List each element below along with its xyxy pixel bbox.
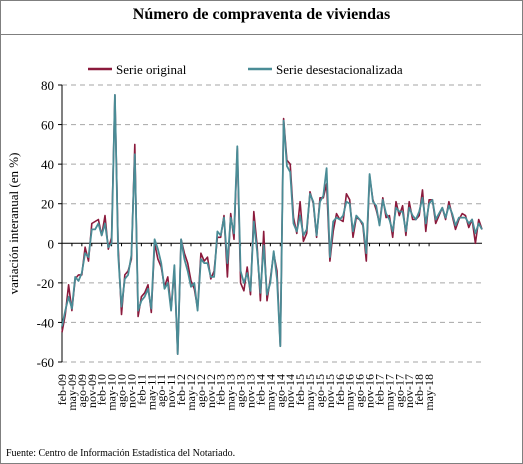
x-tick-label: nov-10	[124, 374, 138, 408]
y-tick-labels: -60 -40 -20 0 20 40 60 80	[37, 78, 62, 370]
x-tick-label: feb-10	[95, 374, 109, 405]
series-line-serie-original	[61, 94, 483, 355]
x-tick-label: ago-10	[115, 374, 129, 407]
x-tick-label: may-09	[65, 374, 79, 411]
x-tick-label: ago-13	[234, 374, 248, 407]
y-tick-label: 60	[41, 118, 54, 133]
x-tick-label: may-14	[263, 374, 277, 411]
x-tick-label: may-12	[184, 374, 198, 411]
x-tick-label: nov-15	[323, 374, 337, 408]
y-tick-label: 0	[48, 236, 55, 251]
y-tick-label: -40	[37, 315, 54, 330]
series-lines	[61, 94, 483, 356]
x-tick-label: feb-09	[55, 374, 69, 405]
series-line-serie-desestacionalizada	[61, 94, 483, 356]
x-tick-label: feb-16	[333, 374, 347, 405]
x-tick-label: feb-11	[134, 374, 148, 405]
x-tick-labels: feb-09may-09ago-09nov-09feb-10may-10ago-…	[55, 243, 436, 411]
x-tick-label: ago-15	[313, 374, 327, 407]
x-tick-label: may-17	[382, 374, 396, 411]
x-tick-label: feb-18	[412, 374, 426, 405]
x-tick-label: nov-16	[363, 374, 377, 408]
x-tick-label: may-16	[343, 374, 357, 411]
x-tick-label: may-18	[422, 374, 436, 411]
grid-lines	[62, 84, 482, 363]
y-tick-label: -60	[37, 355, 54, 370]
x-tick-label: nov-13	[244, 374, 258, 408]
y-tick-label: 20	[41, 197, 54, 212]
x-tick-label: nov-11	[164, 374, 178, 408]
x-tick-label: feb-12	[174, 374, 188, 405]
y-tick-label: 80	[41, 78, 54, 93]
x-tick-label: ago-17	[392, 374, 406, 407]
x-tick-label: ago-11	[154, 374, 168, 407]
legend: Serie original Serie desestacionalizada	[88, 62, 403, 77]
chart-title: Número de compraventa de viviendas	[132, 6, 391, 23]
x-tick-label: ago-16	[353, 374, 367, 407]
y-tick-label: 40	[41, 157, 54, 172]
x-tick-label: nov-12	[204, 374, 218, 408]
title-separator	[0, 34, 523, 35]
x-tick-label: may-11	[144, 374, 158, 410]
x-tick-label: may-15	[303, 374, 317, 411]
legend-label-serie-original: Serie original	[116, 62, 187, 77]
x-tick-label: nov-14	[283, 374, 297, 408]
y-tick-label: -20	[37, 276, 54, 291]
x-tick-label: ago-09	[75, 374, 89, 407]
x-tick-label: nov-17	[402, 374, 416, 408]
x-tick-label: ago-12	[194, 374, 208, 407]
x-tick-label: may-10	[105, 374, 119, 411]
x-tick-label: feb-14	[253, 374, 267, 405]
x-tick-label: feb-15	[293, 374, 307, 405]
x-tick-label: feb-17	[372, 374, 386, 405]
x-tick-label: may-13	[224, 374, 238, 411]
x-tick-label: ago-14	[273, 374, 287, 407]
legend-label-serie-desestacionalizada: Serie desestacionalizada	[276, 62, 403, 77]
x-tick-label: nov-09	[85, 374, 99, 408]
source-note: Fuente: Centro de Información Estadístic…	[6, 448, 236, 459]
x-tick-label: feb-13	[214, 374, 228, 405]
y-axis-label: variación interanual (en %)	[6, 153, 21, 295]
